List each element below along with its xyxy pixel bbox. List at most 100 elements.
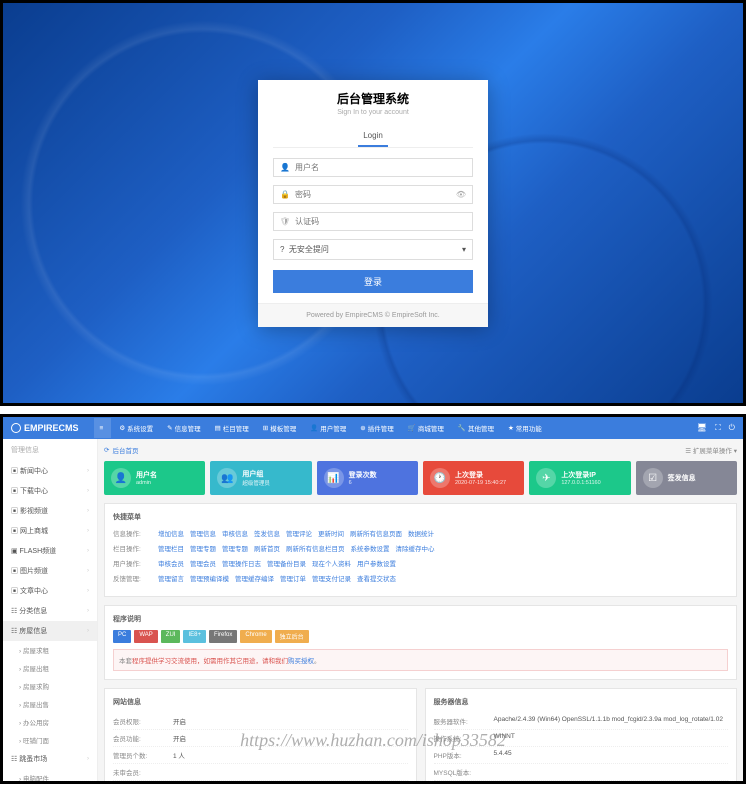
- quick-link[interactable]: 增加信息: [158, 528, 184, 538]
- question-select[interactable]: ? 无安全提问 ▾: [273, 239, 473, 260]
- sidebar-item[interactable]: ☷ 分类信息›: [3, 601, 97, 621]
- quick-link[interactable]: 管理会员: [190, 558, 216, 568]
- username-input[interactable]: [295, 163, 466, 172]
- server-info-title: 服务器信息: [434, 697, 729, 707]
- sidebar-sub-item[interactable]: › 旺铺门面: [3, 731, 97, 749]
- topnav-item[interactable]: ✎信息管理: [161, 418, 206, 438]
- sidebar-item[interactable]: ▣ 新闻中心›: [3, 461, 97, 481]
- login-footer: Powered by EmpireCMS © EmpireSoft Inc.: [258, 303, 488, 327]
- quick-link[interactable]: 系统参数设置: [351, 543, 390, 553]
- info-row: 操作系统:WINNT: [434, 730, 729, 747]
- quick-link[interactable]: 管理留言: [158, 573, 184, 583]
- nav-icon: ≡: [100, 425, 104, 432]
- expand-icon[interactable]: ⛶: [715, 423, 721, 433]
- chevron-icon: ›: [87, 488, 89, 494]
- password-input[interactable]: [295, 190, 456, 199]
- topnav-item[interactable]: ⊞模板管理: [257, 418, 302, 438]
- brand[interactable]: EMPIRECMS: [11, 423, 79, 433]
- username-field[interactable]: 👤: [273, 158, 473, 177]
- quick-link[interactable]: 用户参数设置: [357, 558, 396, 568]
- chevron-icon: ›: [87, 468, 89, 474]
- eye-icon[interactable]: 👁: [456, 190, 466, 199]
- quick-link[interactable]: 签发信息: [254, 528, 280, 538]
- sidebar-sub-item[interactable]: › 办公用房: [3, 713, 97, 731]
- quick-link[interactable]: 管理支付记录: [312, 573, 351, 583]
- chevron-down-icon: ▾: [462, 245, 466, 254]
- site-info-card: 网站信息 会员权限:开启会员功能:开启管理员个数:1 人未审会员:未审核会员:订…: [104, 688, 417, 781]
- sidebar-sub-item[interactable]: › 房屋出售: [3, 695, 97, 713]
- stat-card: 🕐上次登录2020-07-19 15:40:27: [423, 461, 524, 495]
- nav-icon: ✎: [167, 424, 172, 432]
- quick-link[interactable]: 管理缓存编译: [235, 573, 274, 583]
- breadcrumb[interactable]: ⟳ 后台首页: [104, 445, 138, 455]
- login-tab[interactable]: Login: [358, 126, 388, 147]
- quick-link[interactable]: 刷新所有信息页面: [350, 528, 402, 538]
- topnav-item[interactable]: ★常用功能: [502, 418, 548, 438]
- brand-icon: [11, 423, 21, 433]
- login-button[interactable]: 登录: [273, 270, 473, 293]
- sidebar-sub-item[interactable]: › 房屋出租: [3, 659, 97, 677]
- sidebar-item[interactable]: ▣ 下载中心›: [3, 481, 97, 501]
- sidebar-item[interactable]: ▣ 图片频道›: [3, 561, 97, 581]
- tag: Firefox: [209, 630, 237, 643]
- sidebar-item[interactable]: ▣ 网上商城›: [3, 521, 97, 541]
- topnav-item[interactable]: ▤栏目管理: [209, 418, 255, 438]
- extension-menu[interactable]: ☰ 扩展菜单操作 ▾: [685, 445, 737, 455]
- sidebar-sub-item[interactable]: › 房屋求购: [3, 677, 97, 695]
- password-field[interactable]: 🔒 👁: [273, 185, 473, 204]
- captcha-field[interactable]: 🛡: [273, 212, 473, 231]
- quick-link[interactable]: 刷新首页: [254, 543, 280, 553]
- quick-link[interactable]: 查看提交状态: [357, 573, 396, 583]
- quick-link[interactable]: 管理专题: [190, 543, 216, 553]
- quick-link[interactable]: 现在个人资料: [312, 558, 351, 568]
- quick-link[interactable]: 管理备份目录: [267, 558, 306, 568]
- chevron-icon: ›: [87, 608, 89, 614]
- desktop-icon[interactable]: 🖥: [697, 423, 707, 433]
- quick-link[interactable]: 管理操作日志: [222, 558, 261, 568]
- lock-icon: 🔒: [280, 190, 290, 199]
- user-icon: 👤: [280, 163, 290, 172]
- quick-link[interactable]: 管理信息: [190, 528, 216, 538]
- quick-link[interactable]: 管理订单: [280, 573, 306, 583]
- sidebar: 管理信息 ▣ 新闻中心›▣ 下载中心›▣ 影视频道›▣ 网上商城›▣ FLASH…: [3, 439, 98, 781]
- topnav-item[interactable]: 🔧其他管理: [452, 418, 500, 438]
- power-icon[interactable]: ⏻: [729, 423, 735, 433]
- quick-link[interactable]: 管理预编译模: [190, 573, 229, 583]
- sidebar-item[interactable]: ▣ 文章中心›: [3, 581, 97, 601]
- quick-link[interactable]: 更新时间: [318, 528, 344, 538]
- stat-card: 📊登录次数6: [317, 461, 418, 495]
- topnav-item[interactable]: 👤用户管理: [304, 418, 352, 438]
- stat-icon: 🕐: [430, 468, 450, 488]
- info-row: 服务器软件:Apache/2.4.39 (Win64) OpenSSL/1.1.…: [434, 713, 729, 730]
- quick-link[interactable]: 清除缓存中心: [396, 543, 435, 553]
- sidebar-sub-item[interactable]: › 房屋求租: [3, 641, 97, 659]
- quick-link[interactable]: 刷新所有信息栏目页: [286, 543, 345, 553]
- nav-icon: 🔧: [458, 424, 466, 432]
- quick-link[interactable]: 审核会员: [158, 558, 184, 568]
- license-link[interactable]: 购买授权: [288, 658, 314, 665]
- stat-icon: 👤: [111, 468, 131, 488]
- quick-link[interactable]: 管理评论: [286, 528, 312, 538]
- chevron-icon: ›: [87, 628, 89, 634]
- topnav: ≡ ⚙系统设置✎信息管理▤栏目管理⊞模板管理👤用户管理⊕插件管理🛒商城管理🔧其他管…: [94, 418, 548, 438]
- tag: Chrome: [240, 630, 271, 643]
- topnav-item[interactable]: ⊕插件管理: [354, 418, 399, 438]
- tag: ZUI: [161, 630, 181, 643]
- topnav-item[interactable]: ≡: [94, 418, 112, 438]
- topnav-item[interactable]: 🛒商城管理: [402, 418, 450, 438]
- sidebar-item[interactable]: ▣ FLASH频道›: [3, 541, 97, 561]
- quick-link[interactable]: 管理专题: [222, 543, 248, 553]
- quick-link[interactable]: 审核信息: [222, 528, 248, 538]
- captcha-input[interactable]: [295, 217, 466, 226]
- quick-row: 信息操作:增加信息管理信息审核信息签发信息管理评论更新时间刷新所有信息页面数据统…: [113, 528, 728, 538]
- topnav-item[interactable]: ⚙系统设置: [113, 418, 159, 438]
- quick-link[interactable]: 数据统计: [408, 528, 434, 538]
- stat-card: ✈上次登录IP127.0.0.1:51160: [529, 461, 630, 495]
- sidebar-sub-item[interactable]: › 电脑配件: [3, 769, 97, 781]
- sidebar-item[interactable]: ☷ 房屋信息›: [3, 621, 97, 641]
- nav-icon: ⊕: [360, 424, 365, 432]
- sidebar-item[interactable]: ▣ 影视频道›: [3, 501, 97, 521]
- login-panel: 后台管理系统 Sign In to your account Login 👤 🔒…: [0, 0, 746, 406]
- quick-link[interactable]: 管理栏目: [158, 543, 184, 553]
- sidebar-item[interactable]: ☷ 跳蚤市场›: [3, 749, 97, 769]
